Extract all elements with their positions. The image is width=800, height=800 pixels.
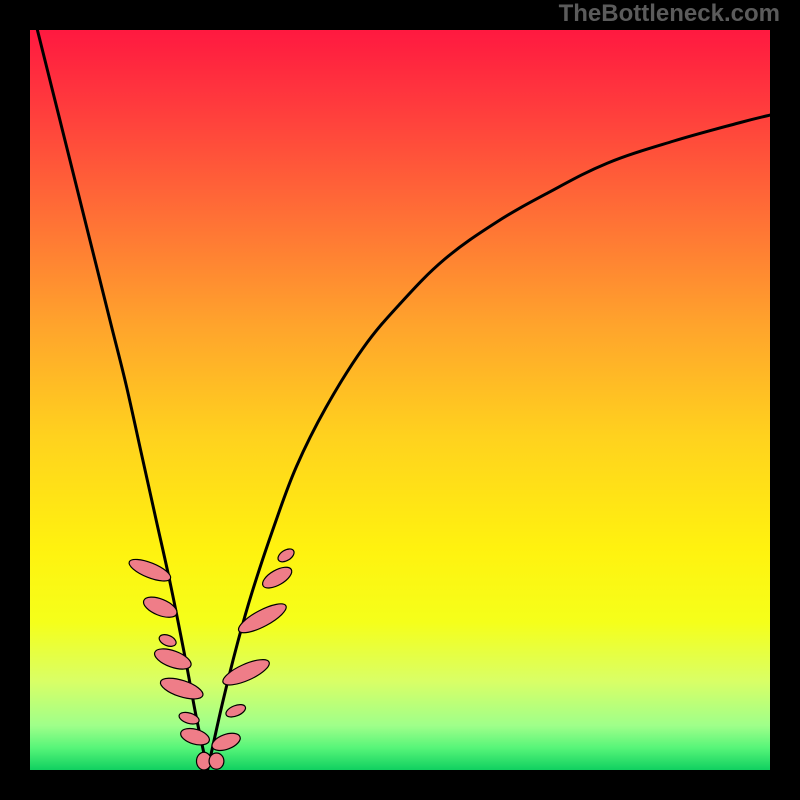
watermark-text: TheBottleneck.com (559, 0, 780, 28)
chart-frame (30, 30, 770, 770)
bead (209, 753, 224, 769)
bottleneck-chart (30, 30, 770, 770)
gradient-background (30, 30, 770, 770)
